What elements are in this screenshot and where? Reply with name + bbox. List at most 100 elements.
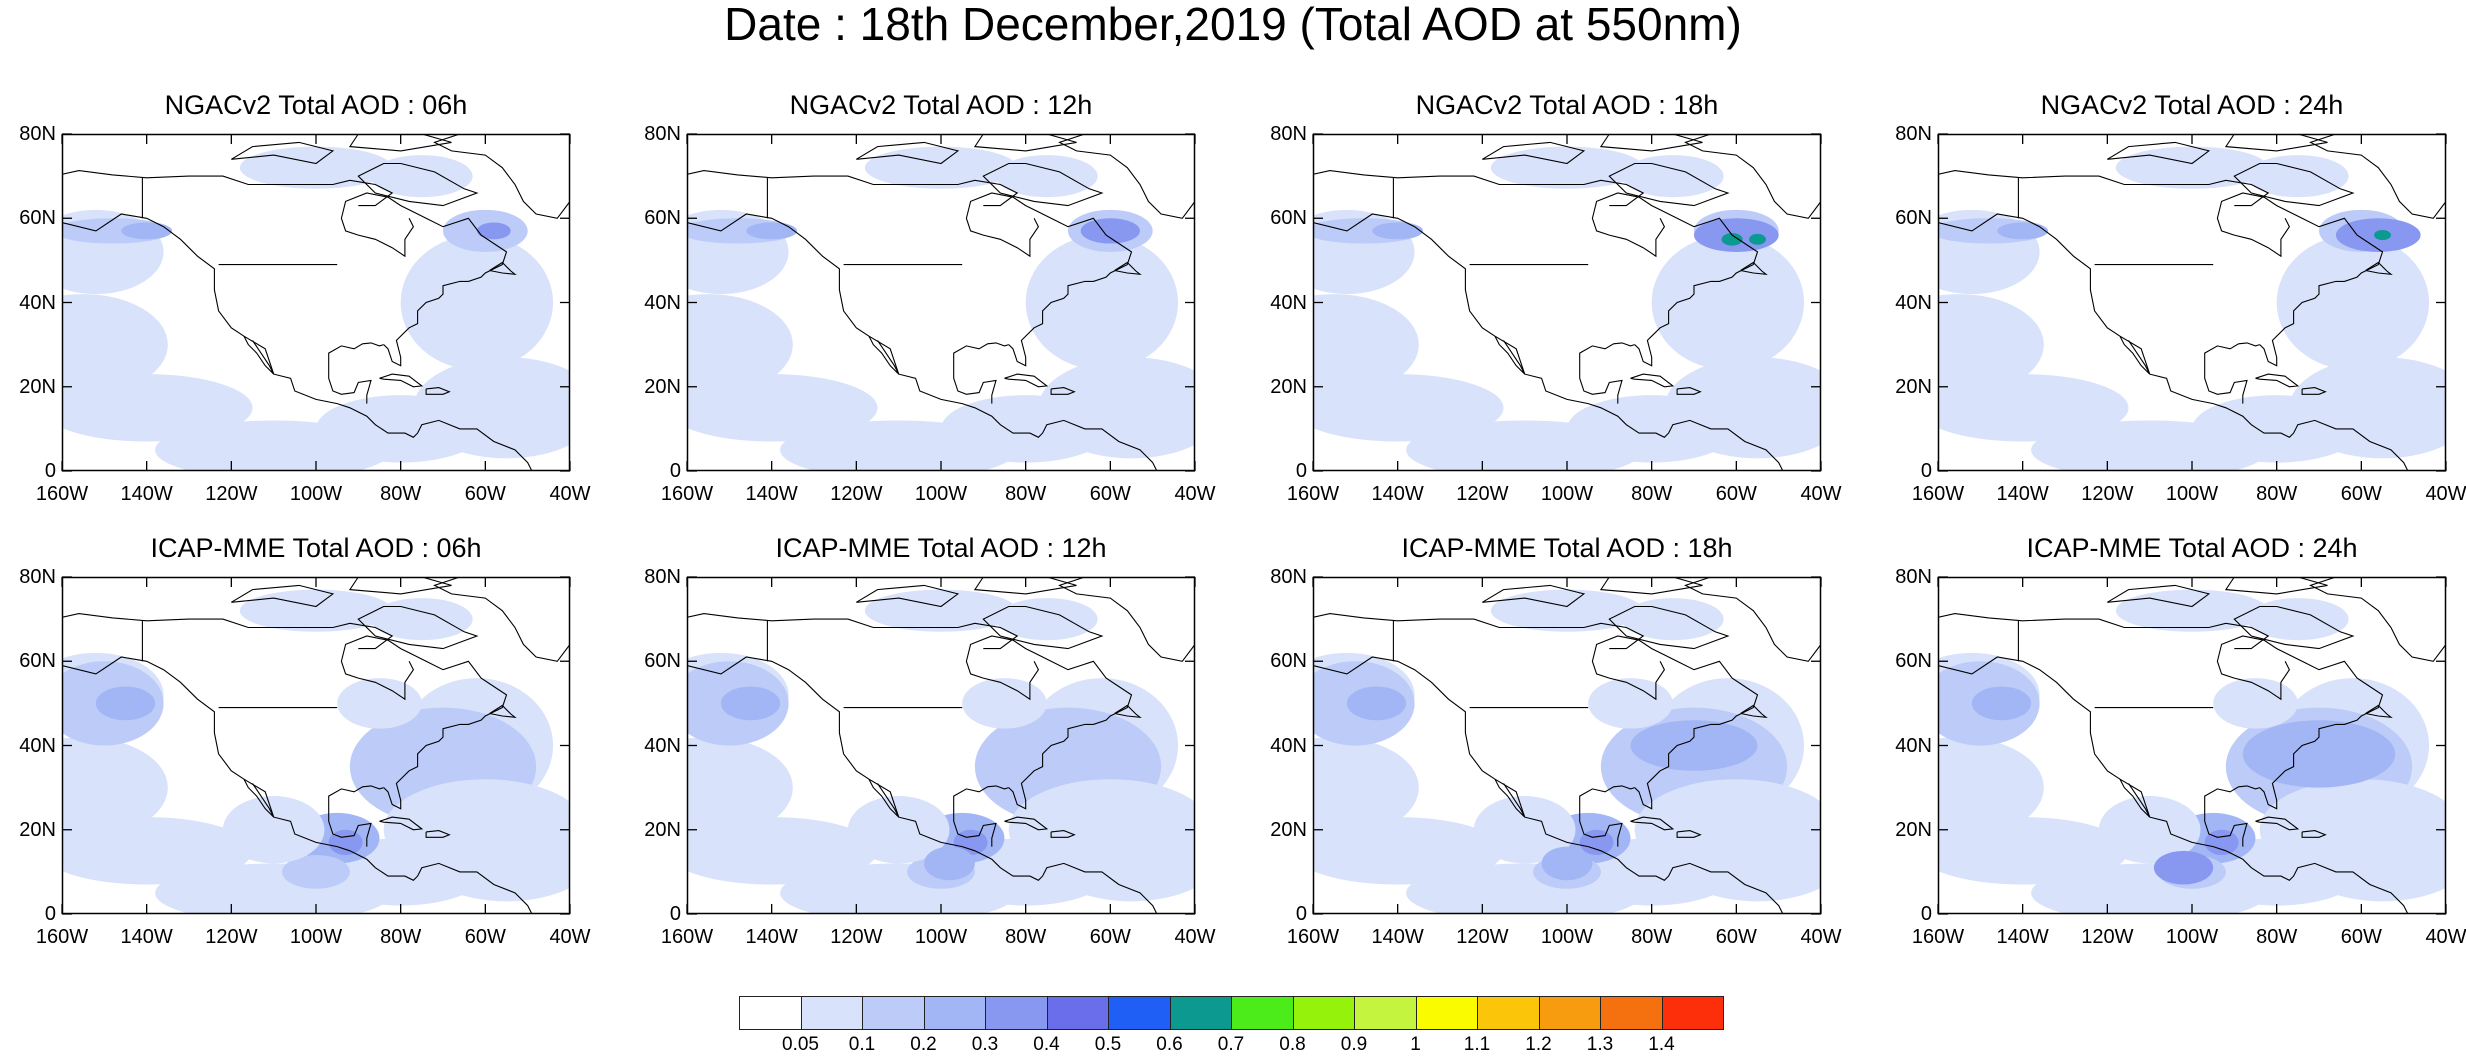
aod-region (239, 146, 393, 189)
coastline (1482, 584, 1586, 608)
coastline (2204, 785, 2260, 805)
aod-region (1490, 146, 1644, 189)
aod-map (1937, 133, 2447, 472)
panel-title: NGACv2 Total AOD : 12h (789, 90, 1093, 120)
lat-label: 60N (644, 207, 681, 230)
coastline (1938, 613, 2270, 650)
aod-region (1938, 737, 2044, 839)
lat-label: 20N (19, 375, 56, 398)
coastline (1058, 577, 1195, 662)
coastline (489, 261, 517, 276)
coastline (2233, 605, 2355, 650)
lat-label: 60N (1270, 650, 1307, 673)
lon-label: 100W (914, 483, 968, 505)
lon-label: 60W (1715, 483, 1757, 505)
coastline (1938, 213, 2409, 471)
colorbar-swatch (1661, 996, 1724, 1030)
coastline (2119, 778, 2151, 818)
aod-map (61, 133, 571, 472)
aod-region (746, 222, 798, 240)
aod-region (1938, 374, 2129, 442)
coastline (953, 804, 997, 847)
coastline (2107, 141, 2211, 165)
coastline (243, 778, 275, 818)
aod-region (2213, 678, 2298, 729)
lon-label: 100W (2165, 926, 2219, 948)
aod-region (328, 829, 363, 856)
coastline (357, 605, 479, 650)
lon-label: 40W (549, 926, 591, 948)
colorbar-label: 0.8 (1279, 1034, 1306, 1055)
coastline (2204, 361, 2248, 404)
lon-label: 80W (1631, 483, 1673, 505)
map-panel-icap-mme-12h: ICAP-MME Total AOD : 12h 160W 140W 120W 100W… (625, 532, 1257, 979)
lon-label: 60W (1089, 483, 1131, 505)
lon-label: 120W (830, 483, 883, 505)
coastline (1313, 613, 1645, 650)
aod-region (62, 737, 168, 839)
panel-title: NGACv2 Total AOD : 24h (2040, 90, 2344, 120)
coastline (973, 134, 1077, 152)
map-panel-ngacv2-18h: NGACv2 Total AOD : 18h 160W 140W 120W 100W 80… (1251, 89, 1883, 536)
coastline (1494, 778, 1526, 818)
coastline (953, 361, 997, 404)
lon-label: 140W (1996, 483, 2049, 505)
lon-label: 40W (549, 483, 591, 505)
lon-label: 160W (1286, 926, 1340, 948)
coastline (433, 134, 570, 219)
lon-label: 100W (1540, 926, 1594, 948)
coastline (1630, 373, 1675, 388)
coastline (1004, 373, 1049, 388)
coastline (965, 192, 1133, 367)
coastline (328, 804, 372, 847)
lon-label: 140W (120, 483, 173, 505)
coastline (982, 605, 1104, 650)
lon-label: 140W (120, 926, 173, 948)
coastline (340, 635, 508, 810)
coastline (1676, 830, 1702, 838)
lat-label: 60N (1895, 650, 1932, 673)
lon-label: 100W (289, 483, 343, 505)
lat-label: 60N (1270, 207, 1307, 230)
colorbar-label: 0.1 (848, 1034, 876, 1055)
coastline (1938, 170, 2270, 207)
aod-region (1634, 779, 1821, 881)
aod-region (95, 686, 156, 721)
aod-region (337, 678, 422, 729)
lon-label: 160W (660, 926, 714, 948)
lon-label: 80W (1005, 483, 1047, 505)
coastline (1482, 141, 1586, 165)
aod-region (2276, 235, 2430, 370)
aod-region (282, 855, 350, 889)
lat-label: 40N (1895, 734, 1932, 757)
lon-label: 60W (464, 926, 506, 948)
coastline (1608, 162, 1730, 207)
coastline (1313, 170, 1645, 207)
lat-label: 0 (669, 903, 681, 925)
coastline (2224, 577, 2328, 595)
aod-region (1313, 817, 1504, 885)
lon-label: 40W (1174, 483, 1216, 505)
lat-label: 40N (1895, 291, 1932, 314)
coastline (425, 830, 451, 838)
coastline (348, 577, 452, 595)
coastline (1591, 635, 1759, 810)
map-panel-icap-mme-18h: ICAP-MME Total AOD : 18h 160W 140W 120W 100W… (1251, 532, 1883, 979)
aod-region (1579, 829, 1614, 856)
aod-region (1588, 678, 1673, 729)
lat-label: 20N (644, 818, 681, 841)
coastline (868, 335, 900, 375)
map-panel-icap-mme-24h: ICAP-MME Total AOD : 24h 160W 140W 120W 100W… (1876, 532, 2466, 979)
map-panel-ngacv2-24h: NGACv2 Total AOD : 24h 160W 140W 120W 100W 80… (1876, 89, 2466, 536)
aod-region (864, 146, 1018, 189)
coastline (1313, 213, 1784, 471)
aod-region (2153, 850, 2214, 885)
colorbar-label: 1.3 (1586, 1034, 1614, 1055)
coastline (2301, 387, 2327, 395)
lat-label: 60N (1895, 207, 1932, 230)
aod-map (1312, 133, 1822, 472)
coastline (62, 613, 394, 650)
colorbar-swatch (1292, 996, 1355, 1030)
aod-region (924, 846, 975, 881)
aod-region (371, 155, 473, 198)
